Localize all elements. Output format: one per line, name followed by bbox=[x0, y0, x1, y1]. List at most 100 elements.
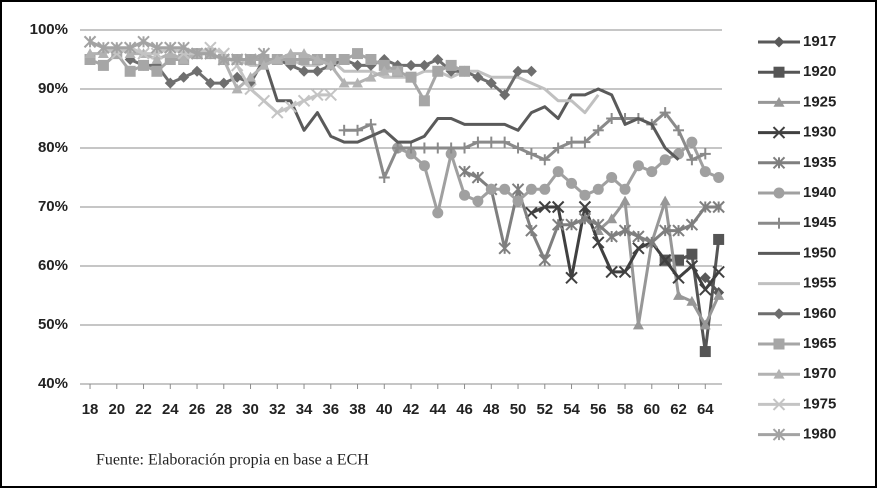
marker bbox=[84, 48, 96, 58]
marker bbox=[592, 183, 604, 195]
marker bbox=[338, 124, 350, 136]
marker bbox=[566, 136, 578, 148]
marker bbox=[124, 65, 136, 77]
legend-label: 1960 bbox=[803, 305, 836, 322]
marker bbox=[699, 346, 711, 358]
marker bbox=[699, 166, 711, 178]
marker bbox=[773, 187, 785, 199]
x-tick-label: 34 bbox=[296, 401, 313, 418]
marker bbox=[83, 35, 97, 49]
marker bbox=[338, 77, 350, 88]
marker bbox=[658, 224, 672, 237]
marker bbox=[699, 283, 712, 296]
marker bbox=[338, 54, 350, 65]
marker bbox=[418, 142, 430, 154]
marker bbox=[392, 142, 404, 154]
marker-part bbox=[772, 126, 786, 139]
x-tick-label: 64 bbox=[697, 401, 714, 418]
marker bbox=[177, 41, 190, 54]
marker-part bbox=[566, 177, 578, 189]
marker bbox=[592, 124, 604, 136]
marker-part bbox=[578, 200, 592, 214]
marker-part bbox=[565, 271, 578, 285]
marker-part bbox=[392, 65, 404, 76]
marker bbox=[271, 106, 284, 119]
marker bbox=[84, 54, 96, 65]
marker bbox=[191, 65, 203, 77]
marker-part bbox=[592, 183, 604, 195]
marker-part bbox=[699, 346, 711, 358]
marker-part bbox=[231, 83, 243, 94]
marker bbox=[150, 41, 164, 54]
marker bbox=[773, 368, 785, 379]
marker-part bbox=[150, 47, 164, 60]
marker bbox=[525, 148, 537, 160]
y-tick-label: 100% bbox=[30, 21, 68, 38]
marker-part bbox=[352, 48, 364, 60]
marker bbox=[512, 195, 524, 207]
marker bbox=[566, 177, 578, 189]
marker bbox=[298, 48, 310, 58]
marker bbox=[432, 142, 444, 154]
marker-part bbox=[285, 54, 297, 65]
marker-part bbox=[712, 265, 725, 279]
marker bbox=[204, 41, 217, 54]
marker bbox=[244, 53, 257, 66]
marker-part bbox=[445, 148, 457, 160]
marker-part bbox=[632, 319, 644, 330]
marker-part bbox=[605, 265, 618, 279]
marker-part bbox=[538, 200, 551, 214]
marker bbox=[606, 213, 618, 224]
marker-part bbox=[271, 54, 283, 64]
marker-part bbox=[459, 189, 471, 201]
marker bbox=[97, 59, 109, 71]
marker bbox=[445, 142, 457, 154]
marker-part bbox=[699, 319, 711, 330]
marker-part bbox=[773, 96, 785, 107]
x-tick-label: 26 bbox=[189, 401, 206, 418]
marker bbox=[405, 148, 417, 160]
marker bbox=[472, 195, 484, 207]
marker bbox=[538, 200, 551, 214]
marker-part bbox=[672, 271, 685, 285]
legend-label: 1945 bbox=[803, 214, 836, 231]
marker bbox=[712, 265, 725, 279]
marker-part bbox=[352, 77, 364, 88]
marker-part bbox=[686, 295, 698, 306]
marker-part bbox=[472, 195, 484, 207]
marker bbox=[459, 142, 471, 154]
marker-part bbox=[365, 54, 377, 65]
marker bbox=[432, 65, 444, 77]
x-tick-label: 54 bbox=[563, 401, 580, 418]
x-tick-label: 48 bbox=[483, 401, 500, 418]
marker bbox=[632, 319, 644, 330]
y-tick-label: 80% bbox=[38, 139, 68, 156]
marker-part bbox=[499, 183, 511, 195]
x-tick-label: 46 bbox=[456, 401, 473, 418]
marker bbox=[405, 71, 417, 83]
marker bbox=[713, 290, 725, 300]
marker bbox=[551, 218, 565, 231]
marker bbox=[578, 200, 592, 214]
marker-part bbox=[619, 183, 631, 195]
marker bbox=[150, 47, 164, 60]
marker bbox=[773, 338, 785, 350]
marker-part bbox=[773, 36, 785, 48]
marker bbox=[432, 207, 444, 219]
x-tick-label: 42 bbox=[403, 401, 420, 418]
marker bbox=[178, 54, 190, 64]
marker-part bbox=[773, 338, 785, 350]
marker bbox=[204, 77, 216, 89]
marker bbox=[418, 160, 430, 172]
marker bbox=[231, 83, 243, 94]
marker bbox=[606, 113, 618, 124]
marker-part bbox=[418, 160, 430, 172]
marker bbox=[578, 212, 592, 226]
marker-part bbox=[365, 71, 377, 82]
marker-part bbox=[606, 172, 618, 183]
y-tick-label: 90% bbox=[38, 80, 68, 97]
marker bbox=[352, 59, 364, 71]
marker bbox=[378, 59, 390, 71]
